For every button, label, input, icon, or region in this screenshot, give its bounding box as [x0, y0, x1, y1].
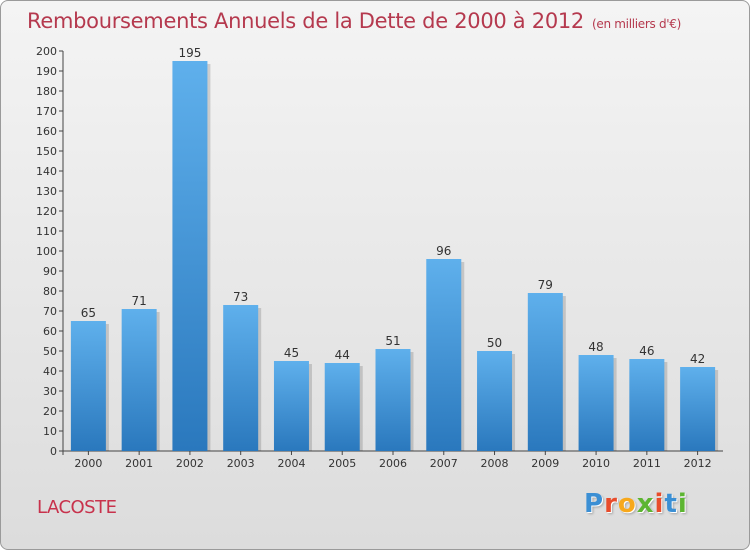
y-tick-label: 110 — [36, 225, 57, 238]
chart-unit: (en milliers d'€) — [592, 17, 682, 31]
y-tick-label: 160 — [36, 125, 57, 138]
bar — [121, 309, 157, 451]
bar — [273, 361, 309, 451]
y-tick-label: 100 — [36, 245, 57, 258]
logo-letter: i — [654, 489, 665, 519]
x-tick-label: 2007 — [430, 457, 458, 470]
logo-letter: o — [617, 489, 637, 519]
bar — [324, 363, 360, 451]
data-label: 46 — [639, 344, 654, 358]
chart-title: Remboursements Annuels de la Dette de 20… — [27, 9, 681, 33]
y-tick-label: 80 — [43, 285, 57, 298]
y-tick-label: 200 — [36, 45, 57, 58]
y-tick-label: 140 — [36, 165, 57, 178]
y-tick-label: 90 — [43, 265, 57, 278]
bar — [70, 321, 106, 451]
x-tick-label: 2008 — [481, 457, 509, 470]
x-tick-label: 2000 — [74, 457, 102, 470]
x-tick-label: 2002 — [176, 457, 204, 470]
bar — [527, 293, 563, 451]
y-tick-label: 130 — [36, 185, 57, 198]
data-label: 195 — [178, 46, 201, 60]
logo-letter: i — [677, 489, 688, 519]
data-label: 42 — [690, 352, 705, 366]
x-tick-label: 2009 — [531, 457, 559, 470]
y-tick-label: 50 — [43, 345, 57, 358]
bar — [375, 349, 411, 451]
bar — [223, 305, 259, 451]
x-tick-label: 2011 — [633, 457, 661, 470]
y-tick-label: 150 — [36, 145, 57, 158]
logo-letter: P — [584, 489, 605, 519]
x-tick-label: 2003 — [227, 457, 255, 470]
data-label: 51 — [385, 334, 400, 348]
data-label: 79 — [538, 278, 553, 292]
data-label: 96 — [436, 244, 451, 258]
y-tick-label: 30 — [43, 385, 57, 398]
x-tick-label: 2012 — [684, 457, 712, 470]
y-tick-label: 190 — [36, 65, 57, 78]
data-label: 44 — [335, 348, 350, 362]
bar — [680, 367, 716, 451]
y-tick-label: 10 — [43, 425, 57, 438]
y-tick-label: 0 — [50, 445, 57, 458]
data-label: 73 — [233, 290, 248, 304]
proxiti-logo: Proxiti — [584, 489, 688, 519]
y-tick-label: 170 — [36, 105, 57, 118]
data-label: 71 — [132, 294, 147, 308]
town-name: LACOSTE — [37, 497, 117, 518]
data-label: 50 — [487, 336, 502, 350]
x-tick-label: 2004 — [277, 457, 305, 470]
logo-letter: r — [604, 489, 618, 519]
data-label: 45 — [284, 346, 299, 360]
x-tick-label: 2001 — [125, 457, 153, 470]
logo-letter: x — [636, 489, 655, 519]
bar — [172, 61, 208, 451]
y-tick-label: 70 — [43, 305, 57, 318]
bar — [477, 351, 513, 451]
x-tick-label: 2005 — [328, 457, 356, 470]
logo-letter: t — [664, 489, 678, 519]
data-label: 65 — [81, 306, 96, 320]
data-label: 48 — [588, 340, 603, 354]
y-tick-label: 180 — [36, 85, 57, 98]
bar — [629, 359, 665, 451]
x-tick-label: 2006 — [379, 457, 407, 470]
y-tick-label: 120 — [36, 205, 57, 218]
y-tick-label: 40 — [43, 365, 57, 378]
bar — [426, 259, 462, 451]
bar — [578, 355, 614, 451]
x-tick-label: 2010 — [582, 457, 610, 470]
chart-title-text: Remboursements Annuels de la Dette de 20… — [27, 9, 584, 33]
y-tick-label: 20 — [43, 405, 57, 418]
y-tick-label: 60 — [43, 325, 57, 338]
